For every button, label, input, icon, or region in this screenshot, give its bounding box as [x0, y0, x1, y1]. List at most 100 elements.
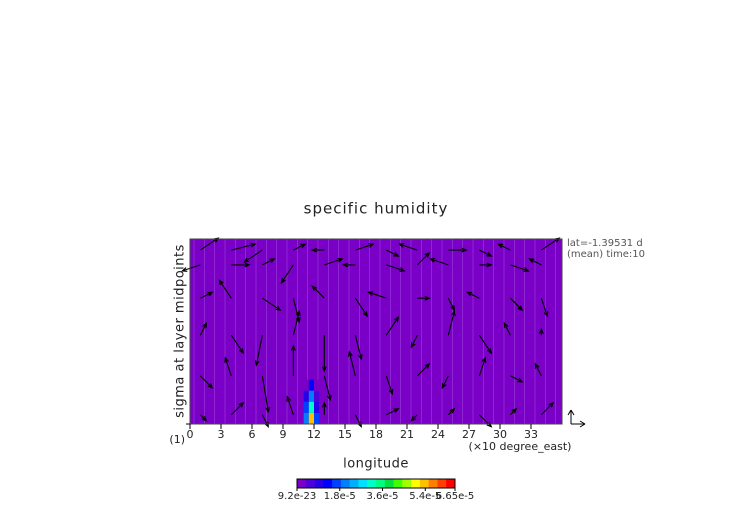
- wind-vector: [280, 264, 294, 285]
- wind-vector: [510, 264, 530, 272]
- x-tick-label: 30: [493, 428, 507, 441]
- wind-vector: [231, 262, 251, 268]
- chart-title: specific humidity: [304, 200, 449, 218]
- wind-vector: [230, 401, 245, 416]
- field-cell: [303, 412, 309, 424]
- wind-vector: [447, 297, 455, 312]
- field-cell: [308, 379, 314, 391]
- wind-vector: [386, 264, 406, 272]
- wind-vector: [540, 401, 555, 416]
- wind-vector: [528, 258, 542, 266]
- wind-vector: [262, 258, 276, 266]
- colorbar-label: 3.6e-5: [367, 491, 399, 502]
- wind-vector: [397, 243, 418, 251]
- colorbar-swatch: [411, 479, 421, 488]
- wind-vector: [354, 414, 362, 429]
- x-tick-label: 9: [280, 428, 287, 441]
- wind-vector: [386, 408, 400, 416]
- x-tick-label: 21: [400, 428, 414, 441]
- wind-vector: [290, 344, 296, 376]
- wind-vector: [243, 249, 263, 263]
- wind-vector: [497, 243, 511, 251]
- colorbar-swatch: [446, 479, 456, 488]
- wind-vector: [416, 362, 431, 377]
- colorbar-swatch: [428, 479, 438, 488]
- wind-vector: [199, 321, 207, 336]
- wind-vector: [310, 247, 325, 253]
- wind-vector: [355, 243, 375, 251]
- wind-vector: [509, 297, 524, 312]
- colorbar-swatch: [384, 479, 395, 488]
- x-tick-label: 15: [338, 428, 352, 441]
- colorbar-swatch: [314, 479, 324, 488]
- wind-vector: [410, 334, 418, 349]
- colorbar-swatch: [323, 479, 333, 488]
- wind-vector: [341, 262, 356, 268]
- wind-vector: [230, 334, 245, 355]
- wind-vector: [354, 335, 363, 361]
- wind-vector: [231, 242, 257, 251]
- field-cell: [308, 390, 314, 402]
- wind-vector: [385, 316, 400, 336]
- x-axis-label: longitude: [343, 457, 409, 472]
- wind-vector: [448, 247, 468, 253]
- colorbar-swatch: [340, 479, 351, 488]
- colorbar-label: 1.8e-5: [324, 491, 356, 502]
- wind-vector: [292, 309, 301, 336]
- y-tick-label: (1): [169, 433, 185, 446]
- colorbar-swatch: [393, 479, 403, 488]
- reference-vector: [567, 409, 586, 428]
- x-tick-label: 24: [431, 428, 445, 441]
- colorbar-swatch: [437, 479, 447, 488]
- wind-vector: [200, 291, 214, 299]
- wind-vector: [478, 356, 487, 377]
- field-cell: [303, 401, 309, 413]
- wind-vector: [478, 334, 493, 355]
- wind-vector: [321, 401, 327, 415]
- colorbar-swatch: [297, 479, 307, 488]
- colorbar-label: 5.4e-5: [409, 491, 441, 502]
- colorbar-frame: [296, 478, 456, 489]
- field-cell: [314, 401, 320, 413]
- x-tick-label: 3: [218, 428, 225, 441]
- field-cell: [314, 379, 320, 391]
- wind-vector: [510, 375, 524, 383]
- x-tick-label: 12: [307, 428, 321, 441]
- wind-vector: [180, 264, 201, 272]
- field-cell: [303, 379, 309, 391]
- wind-vector: [441, 375, 449, 390]
- y-axis-label: sigma at layer midpoints: [173, 244, 188, 418]
- wind-vector: [354, 297, 369, 318]
- field-cell: [314, 412, 320, 424]
- wind-vector: [286, 395, 294, 415]
- colorbar-label: 6.65e-5: [436, 491, 474, 502]
- wind-vector: [386, 249, 400, 257]
- wind-vector: [410, 414, 418, 422]
- colorbar-swatch: [402, 479, 412, 488]
- x-tick-label: 18: [369, 428, 383, 441]
- colorbar-swatch: [332, 479, 342, 488]
- field-cell: [303, 390, 309, 402]
- field-cell: [308, 412, 314, 424]
- wind-vector: [534, 362, 542, 377]
- annotation: (mean) time:10: [567, 249, 645, 260]
- wind-vector: [261, 414, 269, 429]
- wind-vector: [540, 298, 549, 318]
- colorbar-swatch: [305, 479, 316, 488]
- wind-vector: [323, 375, 332, 402]
- field-cell: [314, 390, 320, 402]
- wind-vector: [324, 257, 344, 266]
- wind-vector: [416, 251, 431, 266]
- wind-vector: [311, 285, 325, 299]
- wind-vector: [447, 309, 456, 336]
- colorbar-swatch: [376, 479, 386, 488]
- wind-vector: [479, 262, 493, 268]
- wind-vector: [503, 321, 511, 336]
- x-unit: (×10 degree_east): [469, 440, 572, 453]
- colorbar-swatch: [367, 479, 377, 488]
- wind-vector: [199, 375, 214, 389]
- x-tick-label: 6: [249, 428, 256, 441]
- wind-vector: [366, 291, 387, 299]
- wind-vector: [509, 407, 518, 416]
